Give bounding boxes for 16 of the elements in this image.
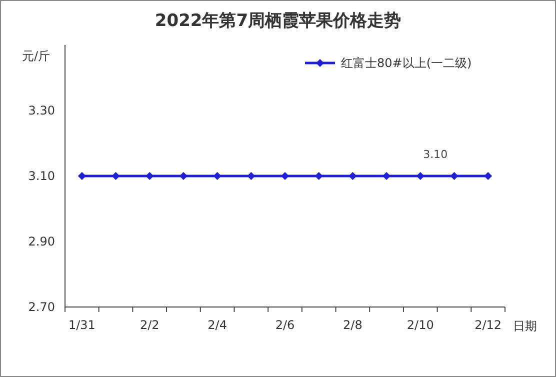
legend-label: 红富士80#以上(一二级) (341, 56, 472, 70)
x-tick-label: 1/31 (68, 318, 96, 332)
data-label: 3.10 (423, 148, 448, 161)
chart-title: 2022年第7周栖霞苹果价格走势 (154, 11, 402, 31)
x-tick-label: 2/4 (208, 318, 227, 332)
x-tick-label: 2/8 (343, 318, 362, 332)
x-axis-title: 日期 (513, 319, 537, 333)
y-tick-label: 2.90 (28, 234, 55, 248)
y-tick-label: 3.30 (28, 104, 55, 118)
y-axis-title: 元/斤 (22, 49, 50, 63)
x-tick-label: 2/10 (406, 318, 434, 332)
x-tick-label: 2/2 (140, 318, 160, 332)
x-tick-label: 2/6 (275, 318, 295, 332)
x-tick-label: 2/12 (474, 318, 502, 332)
y-tick-label: 3.10 (28, 169, 55, 183)
y-tick-label: 2.70 (28, 300, 55, 314)
